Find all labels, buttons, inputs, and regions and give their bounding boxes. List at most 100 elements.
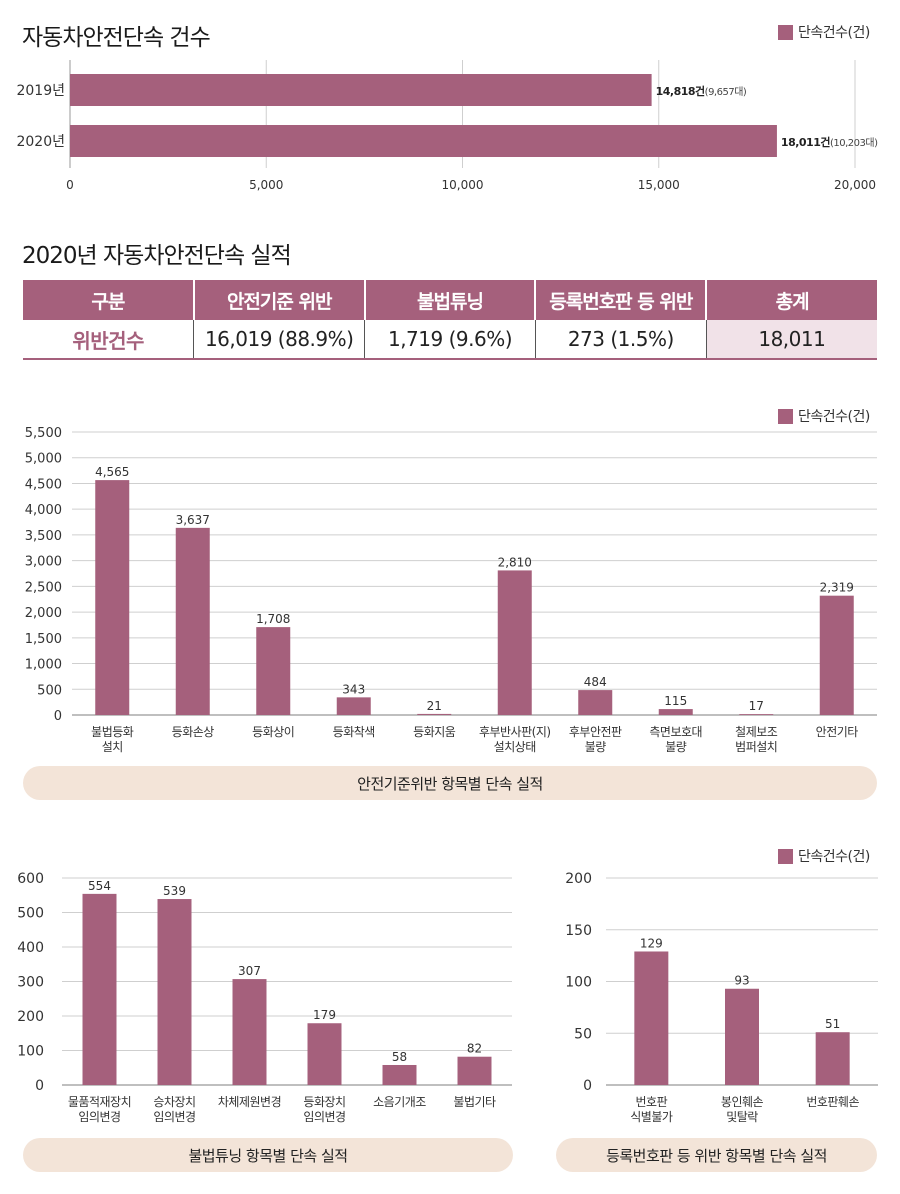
- bar: [95, 480, 130, 715]
- y-tick-label: 2020년: [16, 134, 65, 150]
- header-illegal-tuning: 불법튜닝: [364, 280, 537, 320]
- data-label: 14,818건(9,657대): [656, 84, 747, 98]
- chart2-caption: 불법튜닝 항목별 단속 실적: [23, 1138, 513, 1172]
- bar: [70, 74, 652, 106]
- chart3-legend: 단속건수(건): [778, 846, 870, 866]
- y-tick-label: 200: [17, 1009, 44, 1025]
- legend-label: 단속건수(건): [798, 409, 870, 425]
- y-tick-label: 50: [574, 1026, 592, 1042]
- y-tick-label: 600: [17, 871, 44, 887]
- legend: 단속건수(건): [778, 22, 870, 42]
- data-label: 82: [467, 1042, 482, 1056]
- x-tick-label: 측면보호대: [649, 725, 702, 739]
- bar: [307, 1023, 342, 1085]
- chart1-legend: 단속건수(건): [778, 406, 870, 426]
- data-label: 17: [749, 699, 764, 713]
- y-tick-label: 400: [17, 940, 44, 956]
- y-tick-label: 4,500: [25, 477, 62, 492]
- bar: [82, 893, 117, 1085]
- x-tick-label: 후부반사판(지): [479, 725, 551, 739]
- cell-illegal-tuning: 1,719 (9.6%): [364, 320, 536, 360]
- legend-label: 단속건수(건): [798, 849, 870, 865]
- x-tick-label: 범퍼설치: [735, 740, 777, 754]
- chart3-caption: 등록번호판 등 위반 항목별 단속 실적: [556, 1138, 877, 1172]
- yearly-enforcement-chart: 0 5,000 10,000 15,000 20,000 2019년 14,818건(9,6…: [16, 60, 879, 192]
- x-tick-label: 불량: [585, 740, 607, 754]
- x-tick-label: 차체제원변경: [218, 1095, 281, 1109]
- y-tick-label: 100: [565, 975, 592, 991]
- bar: [819, 595, 854, 715]
- bar: [336, 697, 371, 715]
- data-label: 2,810: [498, 555, 532, 569]
- summary-data-row: 위반건수 16,019 (88.9%) 1,719 (9.6%) 273 (1.…: [23, 320, 877, 360]
- x-tick-label: 후부안전판: [569, 725, 622, 739]
- y-tick-label: 4,000: [25, 503, 62, 518]
- x-tick-label: 등화장치: [303, 1095, 345, 1109]
- y-tick-label: 100: [17, 1044, 44, 1060]
- y-tick-label: 0: [583, 1078, 592, 1094]
- header-plate-violation: 등록번호판 등 위반: [535, 280, 708, 320]
- header-category: 구분: [23, 280, 195, 320]
- chart1-caption: 안전기준위반 항목별 단속 실적: [23, 766, 877, 800]
- x-tick-label: 및탈락: [726, 1110, 758, 1124]
- bar: [634, 951, 669, 1085]
- y-tick-label: 0: [54, 709, 62, 724]
- data-label: 4,565: [95, 465, 129, 479]
- legend-label: 단속건수(건): [798, 25, 870, 41]
- x-tick-label: 15,000: [638, 178, 680, 192]
- data-label: 58: [392, 1050, 407, 1064]
- x-tick-label: 승차장치: [153, 1095, 195, 1109]
- bar: [457, 1056, 492, 1085]
- x-tick-label: 번호판: [636, 1095, 668, 1109]
- cell-plate-violation: 273 (1.5%): [535, 320, 707, 360]
- y-tick-label: 150: [565, 923, 592, 939]
- data-label: 129: [640, 936, 663, 950]
- row-label: 위반건수: [23, 320, 195, 360]
- y-tick-label: 5,500: [25, 426, 62, 441]
- data-label: 1,708: [256, 612, 290, 626]
- bar: [658, 709, 693, 715]
- y-tick-label: 2019년: [16, 83, 65, 99]
- data-label: 18,011건(10,203대): [781, 135, 878, 149]
- legend-swatch: [778, 24, 793, 40]
- safety-violation-chart: 0 500 1,000 1,500 2,000 2,500 3,000 3,500 4,000 4…: [25, 426, 877, 754]
- bar: [417, 713, 452, 715]
- bar: [725, 988, 759, 1085]
- summary-header-row: 구분 안전기준 위반 불법튜닝 등록번호판 등 위반 총계: [23, 280, 877, 320]
- y-tick-label: 0: [35, 1078, 44, 1094]
- x-tick-label: 봉인훼손: [721, 1095, 764, 1109]
- x-tick-label: 불법기타: [453, 1095, 496, 1109]
- data-label: 307: [238, 964, 261, 978]
- x-tick-label: 등화지움: [413, 725, 456, 739]
- x-tick-label: 안전기타: [816, 725, 859, 739]
- header-safety-violation: 안전기준 위반: [193, 280, 366, 320]
- data-label: 554: [88, 879, 111, 893]
- y-tick-label: 3,500: [25, 529, 62, 544]
- data-label: 539: [163, 884, 186, 898]
- x-tick-label: 5,000: [249, 178, 283, 192]
- x-tick-label: 불법등화: [91, 725, 134, 739]
- y-tick-label: 200: [565, 871, 592, 887]
- data-label: 179: [313, 1008, 336, 1022]
- bar: [815, 1032, 850, 1085]
- x-tick-label: 임의변경: [303, 1110, 345, 1124]
- x-tick-label: 설치: [102, 740, 123, 754]
- x-tick-label: 물품적재장치: [68, 1095, 131, 1109]
- x-tick-label: 10,000: [442, 178, 484, 192]
- data-label: 2,319: [820, 581, 854, 595]
- x-tick-label: 불량: [665, 740, 687, 754]
- y-tick-label: 2,000: [25, 606, 62, 621]
- data-label: 3,637: [176, 513, 210, 527]
- data-label: 51: [825, 1017, 840, 1031]
- data-label: 343: [342, 682, 365, 696]
- data-label: 93: [734, 974, 749, 988]
- summary-table: 구분 안전기준 위반 불법튜닝 등록번호판 등 위반 총계 위반건수 16,01…: [23, 280, 877, 360]
- x-tick-label: 식별불가: [630, 1110, 673, 1124]
- data-label: 484: [584, 675, 607, 689]
- x-tick-label: 소음기개조: [373, 1095, 426, 1109]
- bar: [256, 627, 291, 715]
- x-tick-label: 철제보조: [735, 725, 778, 739]
- y-tick-label: 1,000: [25, 658, 62, 673]
